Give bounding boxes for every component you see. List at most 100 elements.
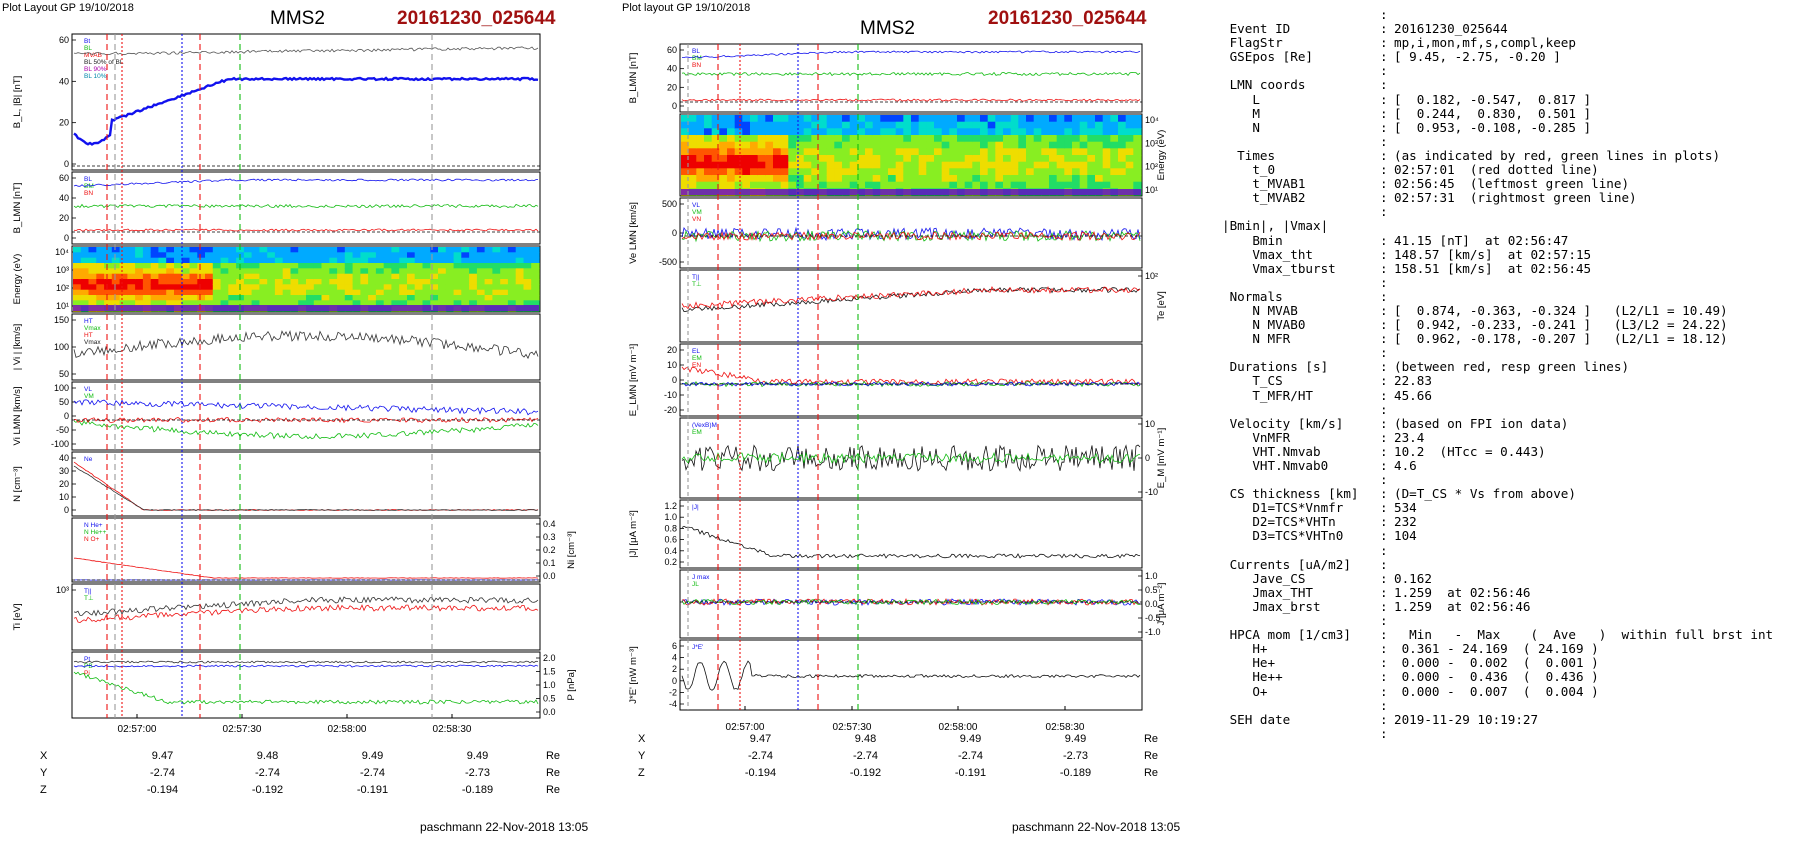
info-row: M: [ 0.244, 0.830, 0.501 ] bbox=[1222, 106, 1798, 121]
info-row: : bbox=[1222, 402, 1798, 417]
info-colon: : bbox=[1380, 486, 1388, 502]
coord-value: -0.189 bbox=[461, 783, 494, 796]
ytick-label: 10¹ bbox=[56, 301, 69, 311]
info-key: CS thickness [km] bbox=[1222, 486, 1359, 502]
ytick-label: 0.4 bbox=[664, 546, 677, 556]
info-key bbox=[1222, 64, 1380, 78]
info-colon: : bbox=[1380, 317, 1388, 333]
info-colon: : bbox=[1380, 500, 1388, 516]
info-colon: : bbox=[1380, 176, 1388, 192]
info-value: 158.51 [km/s] at 02:56:45 bbox=[1394, 260, 1592, 276]
info-key: D3=TCS*VHTn0 bbox=[1222, 528, 1344, 544]
info-value bbox=[1394, 727, 1798, 741]
info-key bbox=[1222, 276, 1380, 290]
middle-event-title: 20161230_025644 bbox=[988, 8, 1147, 29]
info-row: Velocity [km/s]: (based on FPI ion data) bbox=[1222, 416, 1798, 431]
ytick-label: 10 bbox=[59, 492, 69, 502]
legend-entry: T|| bbox=[692, 274, 700, 281]
series-line bbox=[73, 604, 539, 624]
coord-value: -0.192 bbox=[849, 766, 882, 779]
info-key bbox=[1222, 614, 1380, 628]
series-line bbox=[681, 598, 1140, 606]
ytick-label: 10² bbox=[1145, 162, 1158, 172]
info-row: Currents [uA/m2]: bbox=[1222, 557, 1798, 572]
time-tick-label: 02:57:00 bbox=[118, 724, 157, 735]
legend-entry: BL 50% of BL bbox=[84, 59, 124, 66]
panel-6: 10 0 -10E_M [mV m⁻¹] (VexB)MEM bbox=[679, 417, 1167, 499]
info-key: VnMFR bbox=[1222, 429, 1291, 445]
info-row: Vmax_tburst:158.51 [km/s] at 02:56:45 bbox=[1222, 260, 1798, 276]
info-key: t_MVAB2 bbox=[1222, 190, 1306, 206]
ytick-label: 20 bbox=[59, 479, 69, 489]
info-value bbox=[1394, 544, 1798, 558]
ytick-label: 0 bbox=[1145, 453, 1150, 463]
ytick-label: 0 bbox=[64, 233, 69, 243]
legend-entry: EM bbox=[692, 429, 702, 436]
left-layout-header: Plot Layout GP 19/10/2018 bbox=[2, 2, 134, 14]
info-key: HPCA mom [1/cm3] bbox=[1222, 627, 1351, 643]
info-row: FlagStr: mp,i,mon,mf,s,compl,keep bbox=[1222, 36, 1798, 50]
ytick-label: 0 bbox=[64, 505, 69, 515]
legend-entry: PB bbox=[84, 663, 93, 670]
series-line bbox=[681, 525, 1141, 559]
info-key bbox=[1222, 544, 1380, 558]
info-colon: : bbox=[1380, 7, 1388, 22]
ylabel: Energy (eV) bbox=[1156, 130, 1167, 181]
coord-label: X bbox=[40, 749, 48, 762]
info-value: 1.259 at 02:56:46 bbox=[1394, 584, 1531, 600]
info-value: 0.000 - 0.007 ( 0.004 ) bbox=[1394, 683, 1599, 699]
legend-entry: EM bbox=[692, 355, 702, 362]
info-row: D3=TCS*VHTn0:104 bbox=[1222, 529, 1798, 543]
legend-entry: Pi bbox=[84, 670, 90, 677]
info-value: 20161230_025644 bbox=[1394, 21, 1508, 37]
coord-value: -0.194 bbox=[146, 783, 179, 796]
info-colon: : bbox=[1380, 443, 1388, 459]
info-value: 22.83 bbox=[1394, 373, 1432, 389]
info-row: : bbox=[1222, 64, 1798, 78]
ytick-label: -0.5 bbox=[1145, 613, 1161, 623]
series-line bbox=[73, 399, 539, 416]
series-line bbox=[73, 660, 539, 664]
legend-entry: BL 10% bbox=[84, 73, 107, 80]
ytick-label: 0.5 bbox=[1145, 585, 1158, 595]
info-value: Min - Max ( Ave ) within full brst int bbox=[1394, 627, 1774, 643]
info-colon: : bbox=[1380, 598, 1388, 614]
info-key: Vmax_tburst bbox=[1222, 260, 1336, 276]
ytick-label: 500 bbox=[662, 199, 677, 209]
coord-value: 9.49 bbox=[466, 749, 489, 762]
info-row: N: [ 0.953, -0.108, -0.285 ] bbox=[1222, 120, 1798, 135]
info-row: D2=TCS*VHTn:232 bbox=[1222, 515, 1798, 529]
info-colon: : bbox=[1380, 711, 1388, 727]
info-key: L bbox=[1222, 91, 1260, 107]
left-spacecraft-title: MMS2 bbox=[270, 8, 325, 29]
coord-value: 9.49 bbox=[1064, 732, 1087, 745]
ytick-label: 0.2 bbox=[543, 545, 556, 555]
legend-entry: VM bbox=[84, 393, 94, 400]
info-colon: : bbox=[1380, 627, 1388, 643]
info-colon: : bbox=[1380, 373, 1388, 389]
coord-label: X bbox=[638, 732, 646, 745]
info-colon: : bbox=[1380, 246, 1388, 262]
info-row: : bbox=[1222, 205, 1798, 219]
panel-9: 6 42 0-2 -4 J*E' [nW m⁻³] J*E' bbox=[628, 639, 1143, 711]
left-footer: paschmann 22-Nov-2018 13:05 bbox=[420, 820, 589, 834]
panel-2: 10⁴ 10³ 10² 10¹ Energy (eV) bbox=[679, 113, 1167, 197]
info-value bbox=[1394, 403, 1798, 417]
legend-entry: T|| bbox=[84, 588, 92, 595]
ytick-label: 0 bbox=[64, 159, 69, 169]
info-colon: : bbox=[1380, 697, 1388, 713]
legend-entry: EL bbox=[692, 348, 700, 355]
legend-entry: BN bbox=[84, 190, 93, 197]
ytick-label: 40 bbox=[59, 76, 69, 86]
info-value: 10.2 (HTcc = 0.443) bbox=[1394, 443, 1546, 459]
info-row: Normals: bbox=[1222, 289, 1798, 304]
coord-unit: Re bbox=[545, 783, 560, 796]
coord-value: -2.73 bbox=[464, 766, 491, 779]
info-key: H+ bbox=[1222, 641, 1268, 657]
ytick-label: 20 bbox=[667, 345, 677, 355]
info-key: N MFR bbox=[1222, 331, 1291, 347]
info-colon: : bbox=[1380, 162, 1388, 178]
ytick-label: 60 bbox=[59, 35, 69, 45]
